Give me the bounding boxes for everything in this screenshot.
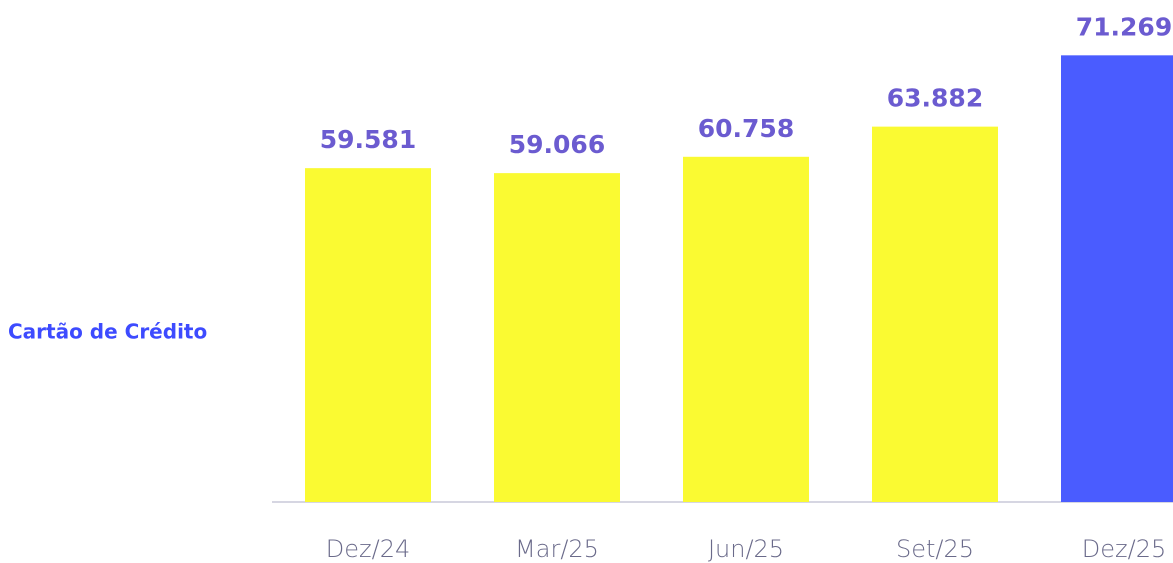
bar: [305, 168, 431, 502]
row-label: Cartão de Crédito: [8, 320, 207, 344]
bar: [1061, 55, 1173, 502]
value-label: 59.581: [320, 125, 416, 154]
value-label: 59.066: [509, 130, 605, 159]
x-tick-label: Jun/25: [708, 535, 784, 563]
value-label: 63.882: [887, 84, 983, 113]
x-tick-label: Dez/24: [326, 535, 410, 563]
bar: [494, 173, 620, 502]
x-tick-label: Set/25: [896, 535, 974, 563]
x-tick-label: Dez/25: [1082, 535, 1166, 563]
value-label: 71.269: [1076, 12, 1172, 41]
value-label: 60.758: [698, 114, 794, 143]
bar: [683, 156, 809, 502]
x-tick-label: Mar/25: [515, 535, 599, 563]
bar: [872, 126, 998, 502]
